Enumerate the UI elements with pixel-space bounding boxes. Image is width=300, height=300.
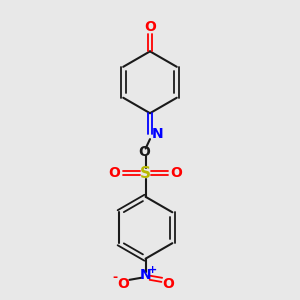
Text: O: O: [162, 277, 174, 291]
Text: O: O: [144, 20, 156, 34]
Text: O: O: [109, 166, 121, 180]
Text: +: +: [147, 265, 157, 275]
Text: O: O: [117, 277, 129, 291]
Text: S: S: [140, 166, 151, 181]
Text: O: O: [138, 145, 150, 159]
Text: O: O: [171, 166, 182, 180]
Text: N: N: [140, 268, 152, 282]
Text: N: N: [152, 127, 163, 141]
Text: -: -: [113, 271, 118, 284]
